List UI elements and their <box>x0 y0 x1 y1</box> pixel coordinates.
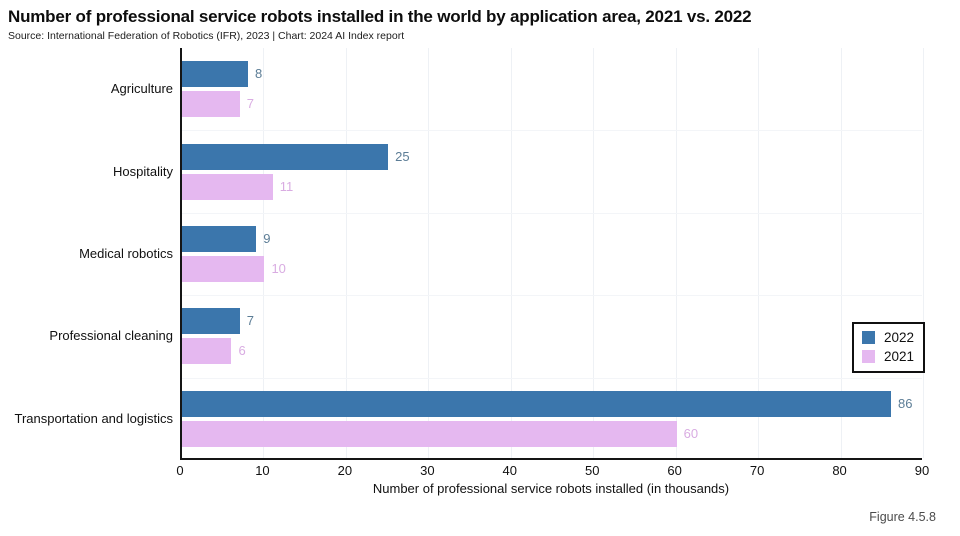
bar-2021-hospitality <box>182 173 273 200</box>
legend-swatch-2022 <box>862 331 875 344</box>
bar-2021-medical-robotics <box>182 256 265 282</box>
x-tick-label-30: 30 <box>420 463 435 478</box>
bar-value-2022-professional-cleaning: 7 <box>246 313 254 329</box>
gridline-x-70 <box>758 48 760 458</box>
category-label-transportation-and-logistics: Transportation and logistics <box>14 410 174 426</box>
bar-2021-professional-cleaning <box>182 338 232 365</box>
x-tick-label-10: 10 <box>255 463 270 478</box>
bar-value-2021-agriculture: 7 <box>246 96 254 112</box>
gridline-x-50 <box>593 48 595 458</box>
category-label-professional-cleaning: Professional cleaning <box>49 328 173 344</box>
bar-2021-transportation-and-logistics <box>182 420 677 447</box>
bar-value-2022-agriculture: 8 <box>254 66 263 82</box>
gridline-row-1 <box>182 130 922 132</box>
category-label-medical-robotics: Medical robotics <box>79 246 173 261</box>
gridline-row-2 <box>182 212 922 214</box>
chart-title: Number of professional service robots in… <box>8 7 752 26</box>
bar-value-2021-professional-cleaning: 6 <box>238 343 246 359</box>
bar-value-2021-medical-robotics: 10 <box>271 261 286 276</box>
x-axis-title: Number of professional service robots in… <box>372 481 730 496</box>
bar-value-2021-hospitality: 11 <box>279 178 294 194</box>
bar-value-2021-transportation-and-logistics: 60 <box>683 425 699 441</box>
x-tick-label-0: 0 <box>176 463 184 478</box>
legend-label-2022: 2022 <box>884 330 915 345</box>
bar-2022-transportation-and-logistics <box>182 390 892 417</box>
x-tick-label-20: 20 <box>337 463 353 478</box>
gridline-x-60 <box>675 48 677 458</box>
chart-source: Source: International Federation of Robo… <box>8 30 405 42</box>
bar-value-2022-medical-robotics: 9 <box>263 231 271 246</box>
x-tick-label-80: 80 <box>832 463 847 478</box>
bar-2022-medical-robotics <box>182 226 257 252</box>
figure-number: Figure 4.5.8 <box>869 510 936 524</box>
x-tick-label-50: 50 <box>584 463 600 478</box>
x-axis-ticks: 0 10 20 30 40 50 60 70 80 90 <box>176 463 929 479</box>
y-axis-labels: Agriculture Hospitality Medical robotics Pr… <box>0 48 176 460</box>
gridline-x-90 <box>923 48 924 458</box>
x-tick-label-40: 40 <box>502 463 517 478</box>
plot-area: 8 7 25 11 9 10 7 6 86 60 <box>180 48 924 460</box>
legend-item-2022: 2022 <box>862 330 914 345</box>
legend-label-2021: 2021 <box>884 349 915 364</box>
x-tick-label-60: 60 <box>667 463 682 478</box>
category-label-hospitality: Hospitality <box>113 163 173 179</box>
gridline-x-10 <box>263 48 265 458</box>
legend: 2022 2021 <box>852 322 926 373</box>
category-label-agriculture: Agriculture <box>110 81 173 97</box>
gridline-x-80 <box>840 48 842 458</box>
bar-2022-agriculture <box>182 61 248 88</box>
gridline-x-30 <box>428 48 430 458</box>
bar-2021-agriculture <box>182 91 240 118</box>
legend-swatch-2021 <box>862 350 875 363</box>
x-tick-label-70: 70 <box>749 463 765 478</box>
bar-2022-hospitality <box>182 143 389 170</box>
bar-value-2022-transportation-and-logistics: 86 <box>898 395 913 411</box>
x-tick-label-90: 90 <box>914 463 930 478</box>
bar-2022-professional-cleaning <box>182 308 240 335</box>
gridline-x-40 <box>510 48 512 458</box>
bar-value-2022-hospitality: 25 <box>395 148 410 164</box>
gridline-row-4 <box>182 377 922 379</box>
gridline-row-3 <box>182 295 922 297</box>
legend-item-2021: 2021 <box>862 349 914 364</box>
gridline-x-20 <box>345 48 347 458</box>
